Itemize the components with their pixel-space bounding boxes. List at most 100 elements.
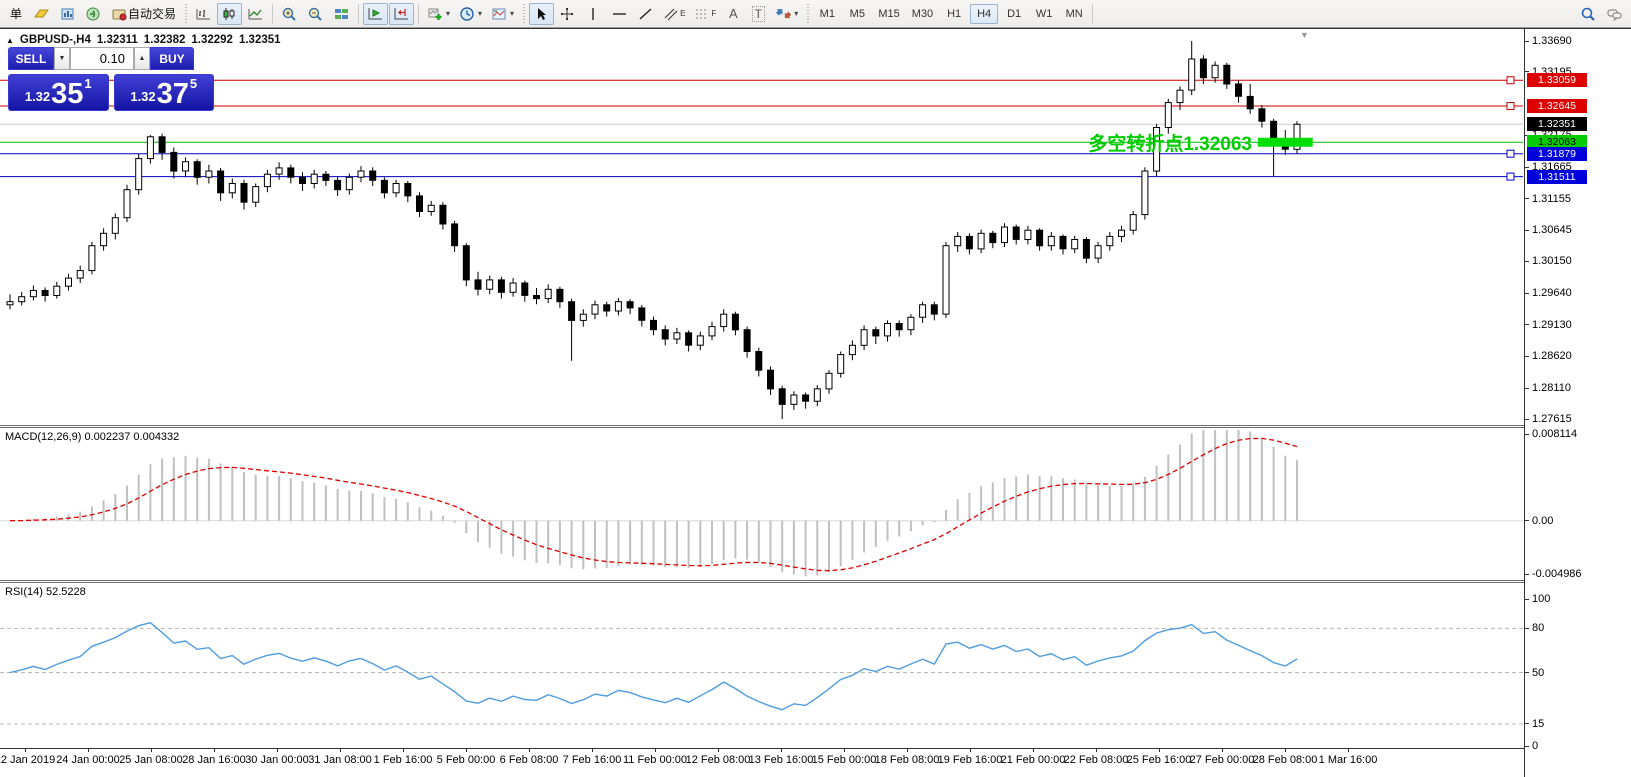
price-axis[interactable]: 1.336901.331951.321751.316651.311551.306… — [1524, 29, 1631, 777]
trendline-tool-button[interactable] — [633, 3, 658, 25]
text-tool-label: A — [728, 6, 738, 21]
time-label: 19 Feb 16:00 — [937, 754, 1003, 766]
price-chart-canvas[interactable] — [0, 29, 1523, 425]
timeframe-m15-button[interactable]: M15 — [878, 7, 900, 20]
chart-header: ▲ GBPUSD-,H4 1.32311 1.32382 1.32292 1.3… — [6, 34, 281, 46]
timeframe-m5-button[interactable]: M5 — [849, 7, 865, 20]
time-tick — [340, 748, 341, 752]
time-tick — [592, 748, 593, 752]
sell-price-button[interactable]: 1.32 35 1 — [8, 74, 109, 111]
tile-windows-button[interactable] — [329, 3, 354, 25]
charts-window-icon — [61, 8, 74, 19]
chart-type-line-button[interactable] — [243, 3, 268, 25]
text-tool-button[interactable]: A — [721, 3, 745, 25]
time-label: 22 Jan 2019 — [0, 754, 56, 766]
profiles-button[interactable] — [55, 3, 80, 25]
volume-input[interactable] — [70, 47, 134, 70]
chart-shift-marker[interactable]: ▼ — [1300, 30, 1309, 40]
autotrading-icon — [112, 9, 127, 20]
time-label: 18 Feb 08:00 — [874, 754, 940, 766]
templates-button[interactable]: ▾ — [487, 3, 518, 25]
time-tick — [88, 748, 89, 752]
chevron-down-icon: ▾ — [510, 9, 515, 18]
time-label: 21 Feb 00:00 — [1000, 754, 1066, 766]
crosshair-tool-button[interactable] — [555, 3, 580, 25]
buy-price-small: 1.32 — [130, 89, 156, 104]
cursor-tool-button[interactable] — [529, 2, 555, 25]
add-indicator-icon — [428, 8, 442, 20]
chart-type-candles-button[interactable] — [217, 2, 243, 25]
sell-price-small: 1.32 — [24, 89, 51, 104]
toolbar-grip — [805, 3, 811, 24]
time-label: 28 Jan 16:00 — [182, 754, 246, 766]
indicators-button[interactable]: ▾ — [423, 3, 454, 25]
price-tick: 1.30150 — [1525, 254, 1572, 268]
time-tick — [1348, 748, 1349, 752]
new-chart-button[interactable] — [29, 3, 54, 25]
buy-price-button[interactable]: 1.32 37 5 — [113, 74, 214, 111]
chart-type-bars-button[interactable] — [191, 3, 216, 25]
price-badge: 1.31511 — [1527, 169, 1587, 184]
macd-indicator-label: MACD(12,26,9) 0.002237 0.004332 — [5, 431, 180, 443]
time-label: 1 Mar 16:00 — [1318, 754, 1378, 766]
timeframe-m30-button[interactable]: M30 — [911, 7, 934, 20]
zoom-out-icon — [308, 7, 322, 21]
time-axis[interactable]: 22 Jan 2019 24 Jan 00:00 25 Jan 08:00 28 Ja… — [0, 748, 1631, 777]
bar-chart-icon — [196, 8, 211, 19]
price-badge: 1.32645 — [1527, 99, 1587, 114]
sell-button[interactable]: SELL — [8, 47, 54, 70]
ticket-icon — [34, 9, 49, 17]
time-label: 13 Feb 16:00 — [748, 754, 814, 766]
autotrading-button[interactable]: 自动交易 — [107, 3, 180, 25]
timeframe-d1-button[interactable]: D1 — [1007, 7, 1022, 20]
macd-pane-canvas[interactable] — [0, 428, 1523, 580]
fibonacci-icon — [696, 9, 709, 18]
search-button[interactable] — [1576, 3, 1601, 25]
time-tick — [907, 748, 908, 752]
time-label: 27 Feb 00:00 — [1189, 754, 1255, 766]
pane-separator[interactable] — [0, 425, 1631, 428]
timeframe-mn-button[interactable]: MN — [1065, 7, 1083, 20]
zoom-in-button[interactable] — [277, 3, 302, 25]
time-label: 28 Feb 08:00 — [1252, 754, 1318, 766]
zoom-out-button[interactable] — [303, 3, 328, 25]
price-badge: 1.31879 — [1527, 146, 1587, 161]
periods-button[interactable]: ▾ — [455, 3, 486, 25]
channel-tool-button[interactable]: E — [659, 3, 689, 25]
collapse-panel-arrow[interactable]: ▲ — [6, 35, 14, 45]
timeframe-h4-button[interactable]: H4 — [970, 3, 999, 24]
time-tick — [781, 748, 782, 752]
new-order-button[interactable]: 单 — [4, 3, 28, 25]
chat-button[interactable] — [1602, 3, 1627, 25]
time-tick — [214, 748, 215, 752]
auto-scroll-button[interactable] — [363, 2, 389, 25]
candlestick-icon — [223, 7, 235, 20]
trendline-icon — [639, 7, 652, 20]
alerts-button[interactable] — [81, 3, 106, 25]
tile-windows-icon — [335, 8, 349, 19]
macd-tick: 0.008114 — [1525, 427, 1577, 441]
buy-button[interactable]: BUY — [150, 47, 194, 70]
rsi-tick: 100 — [1525, 592, 1550, 606]
arrows-tool-button[interactable]: ▾ — [771, 3, 802, 25]
timeframe-w1-button[interactable]: W1 — [1035, 7, 1053, 20]
timeframe-m1-button[interactable]: M1 — [819, 7, 835, 20]
chart-symbol-period: GBPUSD-,H4 — [19, 34, 91, 46]
timeframe-h1-button[interactable]: H1 — [947, 7, 962, 20]
chevron-down-icon: ▾ — [446, 9, 451, 18]
horizontal-line-icon — [613, 12, 627, 15]
text-label-tool-button[interactable]: T — [746, 3, 770, 25]
horizontal-line-tool-button[interactable] — [607, 3, 632, 25]
time-tick — [718, 748, 719, 752]
pane-separator[interactable] — [0, 580, 1631, 583]
rsi-pane-canvas[interactable] — [0, 583, 1523, 748]
volume-preset-button[interactable]: ▼ — [54, 47, 70, 70]
volume-increase-button[interactable]: ▲ — [134, 47, 150, 70]
vertical-line-tool-button[interactable] — [581, 3, 606, 25]
ohlc-high: 1.32382 — [143, 34, 186, 46]
rsi-tick: 50 — [1525, 666, 1544, 680]
chart-shift-button[interactable] — [389, 2, 415, 25]
time-tick — [403, 748, 404, 752]
rsi-indicator-label: RSI(14) 52.5228 — [5, 586, 86, 598]
fibonacci-tool-button[interactable]: F — [690, 3, 720, 25]
